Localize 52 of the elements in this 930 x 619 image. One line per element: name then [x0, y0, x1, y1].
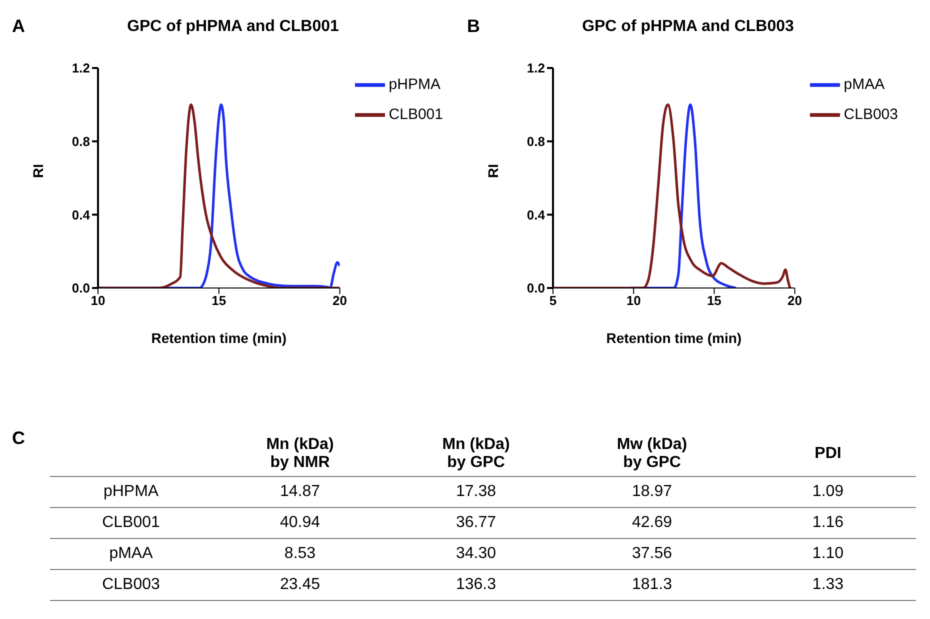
x-axis-title: Retention time (min) [606, 330, 742, 346]
y-tick-label: 0.4 [526, 207, 546, 222]
data-label: 18.97 [564, 476, 740, 508]
x-tick-label: Mn (kDa) by GPC [441, 436, 511, 472]
y-tick-label: 1.2 [72, 60, 90, 76]
x-tick-label: PDI [814, 445, 842, 463]
data-label: 37.56 [564, 538, 740, 570]
data-label: 8.53 [212, 538, 388, 570]
data-label: 34.30 [388, 538, 564, 570]
x-tick-label: 20 [332, 293, 348, 308]
data-label: 36.77 [388, 508, 564, 538]
data-label: 1.33 [740, 570, 916, 600]
data-label: 1.10 [740, 538, 916, 570]
y-tick-label: 1.2 [526, 60, 545, 76]
y-tick-label: 0.8 [72, 134, 90, 149]
data-label: 42.69 [564, 508, 740, 538]
legend-label: CLB003 [844, 106, 898, 123]
y-axis-title: RI [484, 164, 501, 178]
text: B [467, 16, 480, 37]
data-label: 23.45 [212, 570, 388, 600]
y-tick-label: 0.8 [526, 134, 545, 149]
x-tick-label: 20 [788, 293, 802, 308]
y-tick-label: pHPMA [50, 476, 212, 508]
legend-label: pMAA [844, 76, 885, 93]
data-label: 1.16 [740, 508, 916, 538]
y-tick-label: 0.4 [72, 207, 91, 222]
chart-title: GPC of pHPMA and CLB001 [126, 18, 340, 36]
y-tick-label: pMAA [50, 538, 212, 570]
x-tick-label: 10 [90, 293, 106, 308]
x-tick-label: Mn (kDa) by NMR [265, 436, 335, 472]
legend-label: CLB001 [388, 106, 443, 123]
x-tick-label: 10 [626, 293, 641, 308]
legend-label: pHPMA [388, 76, 440, 93]
data-label: 17.38 [388, 476, 564, 508]
data-label: 181.3 [564, 570, 740, 600]
x-tick-label: 15 [212, 293, 226, 308]
data-label: 40.94 [212, 508, 388, 538]
y-axis-title: RI [30, 164, 46, 178]
data-label: 1.09 [740, 476, 916, 508]
chart-title: GPC of pHPMA and CLB003 [581, 18, 795, 36]
x-tick-label: Mw (kDa) by GPC [616, 436, 688, 472]
data-label: 136.3 [388, 570, 564, 600]
data-label: 14.87 [212, 476, 388, 508]
y-tick-label: CLB003 [50, 570, 212, 600]
x-tick-label: 5 [549, 293, 557, 308]
y-tick-label: 0.0 [72, 280, 90, 296]
y-tick-label: 0.0 [526, 280, 545, 296]
text: A [12, 16, 25, 37]
y-tick-label: CLB001 [50, 508, 212, 538]
x-tick-label: 15 [706, 293, 722, 308]
text: C [12, 428, 25, 449]
x-axis-title: Retention time (min) [151, 330, 287, 346]
